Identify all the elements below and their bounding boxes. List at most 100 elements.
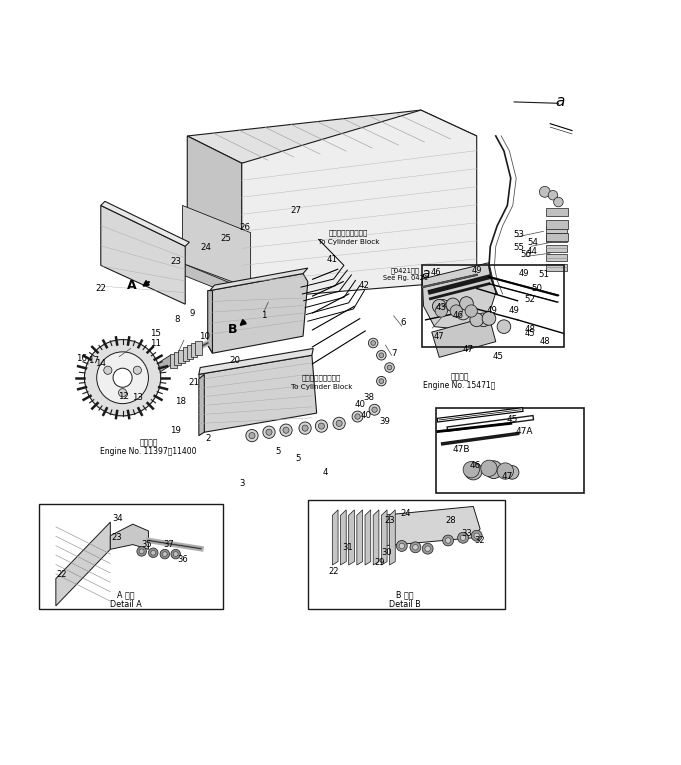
Circle shape	[369, 404, 380, 415]
Text: 49: 49	[471, 265, 482, 275]
Circle shape	[162, 552, 167, 556]
Polygon shape	[199, 374, 204, 435]
Text: 3: 3	[239, 479, 244, 488]
Text: A 詳細: A 詳細	[117, 590, 135, 599]
Circle shape	[470, 313, 484, 327]
Bar	[546, 255, 567, 262]
Text: 46: 46	[452, 311, 463, 321]
Text: 54: 54	[527, 239, 538, 247]
Text: 50: 50	[531, 284, 542, 293]
Circle shape	[474, 533, 479, 539]
Text: To Cylinder Block: To Cylinder Block	[318, 239, 379, 245]
Bar	[546, 233, 568, 241]
Circle shape	[283, 427, 289, 433]
Text: 23: 23	[170, 257, 181, 265]
Circle shape	[171, 549, 180, 559]
Polygon shape	[242, 110, 477, 299]
Text: 46: 46	[470, 461, 481, 470]
Text: 33: 33	[461, 529, 472, 539]
Circle shape	[422, 543, 433, 554]
Text: 22: 22	[56, 570, 67, 579]
Circle shape	[482, 311, 496, 325]
Text: B: B	[228, 323, 238, 336]
Polygon shape	[187, 345, 193, 359]
Text: 14: 14	[95, 359, 106, 368]
Text: 27: 27	[291, 207, 302, 216]
Bar	[422, 265, 564, 347]
Text: 48: 48	[524, 325, 535, 334]
Text: 17: 17	[89, 356, 99, 365]
Text: 40: 40	[361, 411, 372, 420]
Bar	[308, 500, 505, 609]
Circle shape	[133, 366, 142, 374]
Circle shape	[113, 368, 132, 387]
Text: シリンダブロックへ: シリンダブロックへ	[329, 229, 368, 236]
Circle shape	[485, 461, 503, 479]
Circle shape	[477, 313, 490, 327]
Circle shape	[372, 407, 377, 412]
Circle shape	[435, 305, 447, 317]
Circle shape	[160, 549, 170, 559]
Circle shape	[97, 352, 148, 404]
Polygon shape	[210, 268, 308, 291]
Text: 24: 24	[200, 243, 211, 252]
Text: 38: 38	[364, 393, 375, 402]
Circle shape	[148, 548, 158, 558]
Polygon shape	[365, 509, 370, 565]
Text: 10: 10	[199, 332, 210, 340]
Text: 32: 32	[475, 536, 486, 545]
Text: 35: 35	[141, 540, 152, 549]
Text: 18: 18	[175, 397, 186, 406]
Text: Detail A: Detail A	[110, 600, 142, 608]
Circle shape	[336, 420, 342, 426]
Text: 23: 23	[112, 533, 123, 542]
Text: 36: 36	[177, 555, 188, 564]
Text: a: a	[422, 266, 430, 281]
Text: a: a	[555, 94, 565, 109]
Text: 8: 8	[174, 315, 180, 324]
Circle shape	[505, 466, 519, 479]
Text: 44: 44	[527, 247, 538, 256]
Circle shape	[352, 411, 363, 422]
Circle shape	[333, 417, 345, 429]
Text: 37: 37	[163, 540, 174, 549]
Text: 6: 6	[400, 318, 406, 327]
Circle shape	[377, 350, 386, 360]
Text: 5: 5	[275, 448, 281, 457]
Text: 9: 9	[189, 308, 195, 317]
Text: See Fig. 0421: See Fig. 0421	[383, 275, 428, 282]
Circle shape	[318, 423, 324, 429]
Circle shape	[280, 424, 292, 436]
Text: 4: 4	[323, 468, 328, 477]
Circle shape	[302, 425, 308, 431]
Polygon shape	[183, 347, 189, 361]
Circle shape	[463, 461, 479, 478]
Text: 31: 31	[342, 543, 353, 552]
Bar	[546, 208, 568, 216]
Circle shape	[497, 463, 513, 479]
Polygon shape	[174, 352, 181, 366]
Text: 53: 53	[513, 230, 524, 239]
Polygon shape	[199, 355, 317, 432]
Circle shape	[497, 320, 511, 334]
Text: 46: 46	[430, 268, 441, 277]
Text: 40: 40	[354, 400, 365, 409]
Text: 適用番号: 適用番号	[139, 438, 158, 448]
Circle shape	[387, 365, 392, 370]
Circle shape	[355, 414, 360, 419]
Circle shape	[443, 535, 454, 546]
Text: 39: 39	[379, 418, 390, 427]
Text: 47A: 47A	[516, 427, 533, 436]
Text: 49: 49	[486, 307, 497, 315]
Text: 12: 12	[118, 392, 129, 401]
Circle shape	[151, 550, 155, 555]
Polygon shape	[390, 509, 395, 565]
Text: 41: 41	[327, 256, 338, 265]
Text: 20: 20	[229, 356, 240, 365]
Circle shape	[539, 187, 550, 197]
Text: 34: 34	[112, 514, 123, 523]
Polygon shape	[101, 201, 189, 246]
Text: 5: 5	[296, 454, 301, 464]
Circle shape	[299, 422, 311, 435]
Text: 45: 45	[524, 329, 535, 338]
